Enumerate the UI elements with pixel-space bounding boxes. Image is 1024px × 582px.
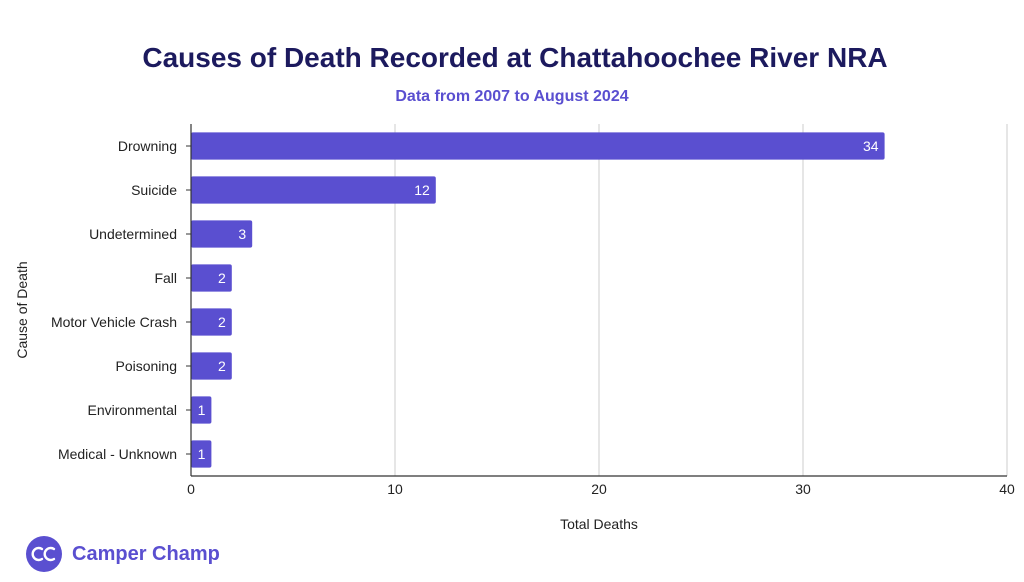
category-label: Environmental (88, 402, 178, 418)
chart-subtitle: Data from 2007 to August 2024 (395, 88, 629, 105)
x-tick-label: 40 (999, 481, 1015, 497)
bar (191, 264, 232, 292)
x-tick-label: 10 (387, 481, 403, 497)
bar (191, 440, 212, 468)
bar (191, 220, 253, 248)
bar (191, 308, 232, 336)
category-label: Medical - Unknown (58, 446, 177, 462)
category-label: Motor Vehicle Crash (51, 314, 177, 330)
data-label: 34 (863, 138, 879, 154)
data-label: 2 (218, 358, 226, 374)
data-label: 1 (198, 446, 206, 462)
bar (191, 176, 436, 204)
y-axis-title: Cause of Death (14, 261, 30, 358)
data-label: 1 (198, 402, 206, 418)
axes: 0 10 20 30 40 Drowning Suicide Undetermined Fall… (51, 124, 1015, 497)
x-tick-label: 20 (591, 481, 607, 497)
bar (191, 132, 885, 160)
brand-logo: Camper Champ (26, 536, 220, 572)
category-label: Fall (154, 270, 177, 286)
bar (191, 352, 232, 380)
bar (191, 396, 212, 424)
data-label: 2 (218, 314, 226, 330)
category-label: Undetermined (89, 226, 177, 242)
category-label: Drowning (118, 138, 177, 154)
x-tick-label: 30 (795, 481, 811, 497)
bars: 34 12 3 2 2 2 1 1 (191, 132, 885, 468)
x-tick-label: 0 (187, 481, 195, 497)
data-label: 3 (238, 226, 246, 242)
data-label: 12 (414, 182, 430, 198)
data-label: 2 (218, 270, 226, 286)
x-axis-title: Total Deaths (560, 516, 638, 532)
cc-badge-icon (26, 536, 62, 572)
category-label: Poisoning (116, 358, 178, 374)
brand-name: Camper Champ (72, 542, 220, 565)
gridlines (394, 124, 1008, 476)
chart-title: Causes of Death Recorded at Chattahooche… (142, 42, 888, 73)
category-label: Suicide (131, 182, 177, 198)
